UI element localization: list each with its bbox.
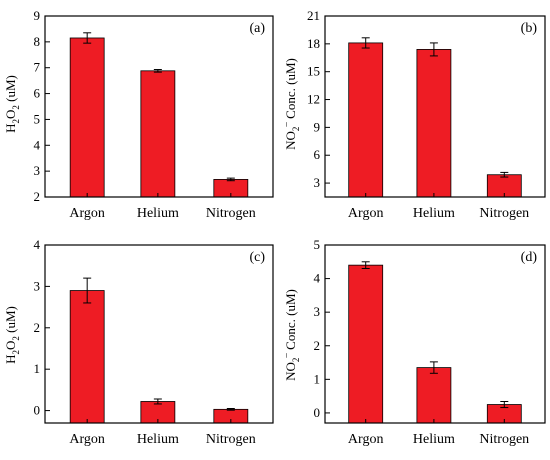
- plot-frame: [44, 244, 274, 424]
- error-bar-argon: [83, 32, 92, 44]
- y-tick-label: 4: [34, 137, 41, 152]
- y-tick-label: 4: [314, 271, 321, 286]
- panel-label: (d): [521, 250, 538, 265]
- error-bar-helium: [429, 42, 438, 57]
- error-bar-nitrogen: [226, 177, 235, 182]
- error-bar-argon: [83, 277, 92, 304]
- y-tick-label: 5: [314, 237, 321, 252]
- bar-helium: [416, 49, 452, 198]
- y-axis-label: NO2– Conc. (uM): [281, 58, 301, 150]
- y-tick-label: 2: [34, 189, 41, 204]
- chart-panel-2: Argon Helium Nitrogen 3 6 9 12 15 18 21 (b) NO2– Co…: [281, 8, 546, 221]
- bar-helium: [140, 70, 176, 198]
- y-tick-label: 8: [34, 34, 41, 49]
- y-tick-label: 9: [314, 119, 321, 134]
- error-bar-helium: [153, 398, 162, 405]
- error-bar-nitrogen: [500, 171, 509, 178]
- category-label: Nitrogen: [206, 206, 256, 221]
- category-label: Argon: [348, 206, 384, 221]
- category-label: Nitrogen: [479, 432, 529, 447]
- bar-argon: [69, 290, 105, 424]
- y-tick-label: 4: [34, 237, 41, 252]
- error-bar-helium: [429, 361, 438, 374]
- panel-label: (b): [521, 21, 538, 36]
- y-tick-label: 6: [314, 147, 321, 162]
- y-tick-label: 3: [34, 278, 41, 293]
- chart-panel-4: Argon Helium Nitrogen 0 1 2 3 4 5 (d) NO2– Conc. (…: [281, 237, 546, 447]
- y-axis-label: NO2– Conc. (uM): [281, 289, 301, 381]
- error-bar-argon: [361, 261, 370, 270]
- panel-label: (c): [249, 250, 265, 265]
- plot-frame: [324, 244, 546, 424]
- y-tick-label: 2: [314, 338, 321, 353]
- y-tick-label: 3: [314, 304, 321, 319]
- category-label: Helium: [137, 432, 179, 447]
- y-tick-label: 18: [307, 36, 320, 51]
- chart-panel-1: Argon Helium Nitrogen 2 3 4 5 6 7 8 9 (a) H2O2 (uM): [3, 8, 274, 221]
- y-tick-label: 12: [307, 92, 320, 107]
- y-tick-label: 0: [314, 405, 321, 420]
- category-label: Argon: [69, 432, 105, 447]
- bar-argon: [348, 264, 384, 424]
- plot-frame: [44, 15, 274, 198]
- category-label: Nitrogen: [206, 432, 256, 447]
- category-label: Argon: [69, 206, 105, 221]
- error-bar-argon: [361, 37, 370, 49]
- y-axis-label: H2O2 (uM): [3, 75, 21, 133]
- y-axis-label: H2O2 (uM): [3, 306, 21, 364]
- category-label: Helium: [413, 432, 455, 447]
- y-tick-label: 3: [314, 175, 321, 190]
- plot-frame: [324, 15, 546, 198]
- category-label: Argon: [348, 432, 384, 447]
- y-tick-label: 1: [314, 371, 321, 386]
- y-tick-label: 7: [34, 60, 41, 75]
- error-bar-nitrogen: [226, 408, 235, 411]
- y-tick-label: 1: [34, 361, 41, 376]
- error-bar-nitrogen: [500, 401, 509, 409]
- category-label: Helium: [137, 206, 179, 221]
- panel-label: (a): [249, 21, 265, 36]
- error-bar-helium: [153, 69, 162, 73]
- y-tick-label: 3: [34, 163, 41, 178]
- y-tick-label: 5: [34, 111, 41, 126]
- chart-panel-3: Argon Helium Nitrogen 0 1 2 3 4 (c) H2O2 (uM): [3, 237, 274, 447]
- y-tick-label: 21: [307, 8, 320, 23]
- bar-argon: [69, 37, 105, 198]
- y-tick-label: 6: [34, 86, 41, 101]
- bar-argon: [348, 42, 384, 198]
- y-tick-label: 2: [34, 320, 41, 335]
- y-tick-label: 9: [34, 8, 41, 23]
- category-label: Helium: [413, 206, 455, 221]
- category-label: Nitrogen: [479, 206, 529, 221]
- bar-helium: [416, 367, 452, 424]
- y-tick-label: 15: [307, 64, 320, 79]
- y-tick-label: 0: [34, 403, 41, 418]
